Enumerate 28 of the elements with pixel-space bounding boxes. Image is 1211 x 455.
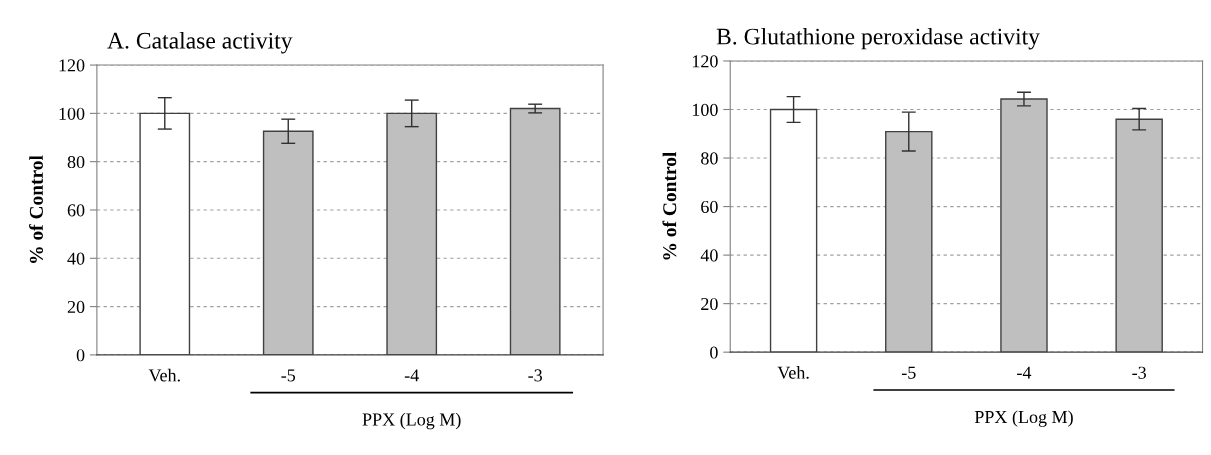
y-tick-label: 80 (67, 155, 85, 169)
y-tick-label: 80 (701, 152, 718, 165)
x-tick-label: -5 (901, 366, 916, 379)
y-axis-title: % of Control (662, 151, 677, 260)
x-tick-label: Veh. (777, 366, 809, 379)
y-tick-label: 20 (701, 297, 718, 311)
x-tick-label: Veh. (148, 368, 180, 382)
y-tick-label: 60 (701, 200, 718, 214)
chart-title: B. Glutathione peroxidase activity (716, 27, 1040, 50)
x-axis-title: PPX (Log M) (974, 410, 1073, 427)
x-axis-title: PPX (Log M) (362, 412, 461, 430)
x-tick-label: -5 (281, 369, 296, 382)
x-tick-label: -4 (1017, 366, 1032, 379)
y-tick-label: 100 (59, 107, 85, 120)
y-tick-label: 0 (76, 349, 85, 362)
y-tick-label: 0 (710, 346, 718, 359)
chart-title: A. Catalase activity (107, 32, 293, 54)
y-tick-label: 120 (692, 55, 718, 68)
y-tick-label: 20 (67, 300, 85, 314)
x-tick-label: -3 (528, 369, 542, 382)
y-tick-label: 40 (67, 252, 85, 265)
y-tick-label: 40 (700, 249, 718, 262)
x-tick-label: -4 (404, 369, 419, 382)
y-axis-title: % of Control (29, 155, 43, 263)
y-tick-label: 120 (59, 59, 85, 72)
y-tick-label: 60 (67, 204, 85, 217)
y-tick-label: 100 (692, 103, 718, 116)
x-tick-label: -3 (1132, 366, 1146, 379)
